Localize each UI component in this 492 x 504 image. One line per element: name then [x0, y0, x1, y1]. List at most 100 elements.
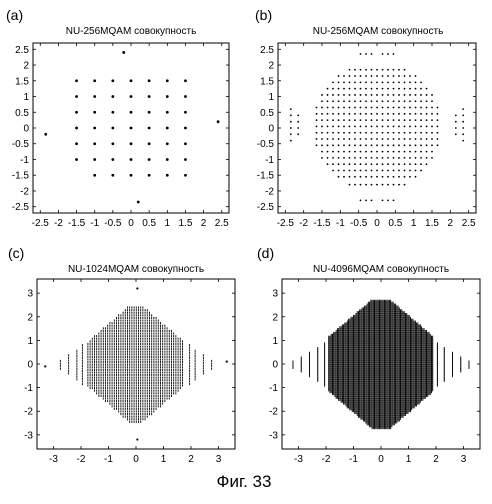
- constellation-point: [426, 151, 428, 153]
- constellation-point: [360, 184, 362, 186]
- constellation-point: [365, 107, 367, 109]
- constellation-point: [376, 138, 378, 140]
- constellation-point: [166, 127, 169, 130]
- y-tick-label: -1.5: [257, 171, 275, 182]
- constellation-point: [426, 132, 428, 134]
- constellation-point: [93, 174, 96, 177]
- constellation-point: [343, 176, 345, 178]
- constellation-point: [376, 126, 378, 128]
- constellation-point: [349, 113, 351, 115]
- constellation-point: [360, 126, 362, 128]
- constellation-point: [398, 81, 400, 83]
- constellation-point: [376, 100, 378, 102]
- constellation-point: [360, 119, 362, 121]
- constellation-point: [426, 88, 428, 90]
- constellation-point: [130, 95, 133, 98]
- constellation-point: [343, 113, 345, 115]
- constellation-point: [376, 113, 378, 115]
- constellation-point: [387, 75, 389, 77]
- constellation-point: [398, 138, 400, 140]
- constellation-point: [343, 75, 345, 77]
- x-tick-label: 2: [448, 218, 454, 229]
- y-tick-label: -2: [24, 407, 33, 418]
- constellation-point: [393, 53, 395, 55]
- constellation-point: [130, 142, 133, 145]
- constellation-point: [136, 287, 138, 289]
- constellation-point: [365, 170, 367, 172]
- x-tick-label: 0.5: [388, 218, 402, 229]
- constellation-point: [376, 69, 378, 71]
- constellation-point: [365, 113, 367, 115]
- constellation-point: [393, 113, 395, 115]
- constellation-point: [365, 53, 367, 55]
- constellation-point: [93, 158, 96, 161]
- constellation-point: [349, 151, 351, 153]
- constellation-point: [426, 100, 428, 102]
- constellation-point: [321, 138, 323, 140]
- y-tick-label: -2.5: [12, 202, 30, 213]
- constellation-point: [409, 75, 411, 77]
- y-tick-label: 0: [23, 124, 29, 135]
- constellation-point: [437, 107, 439, 109]
- constellation-point: [290, 121, 292, 123]
- constellation-point: [426, 163, 428, 165]
- constellation-point: [321, 113, 323, 115]
- constellation-point: [387, 144, 389, 146]
- x-tick-label: 0: [378, 454, 384, 465]
- constellation-point: [393, 170, 395, 172]
- constellation-point: [404, 113, 406, 115]
- y-tick-label: 0: [268, 124, 274, 135]
- constellation-point: [398, 126, 400, 128]
- constellation-point: [426, 126, 428, 128]
- constellation-point: [431, 126, 433, 128]
- constellation-point: [437, 144, 439, 146]
- y-tick-label: 2.5: [260, 45, 274, 56]
- constellation-point: [455, 127, 457, 129]
- constellation-point: [398, 88, 400, 90]
- constellation-point: [360, 107, 362, 109]
- constellation-point: [338, 163, 340, 165]
- constellation-point: [217, 120, 220, 123]
- y-tick-label: -2: [20, 186, 29, 197]
- constellation-point: [415, 151, 417, 153]
- constellation-point: [93, 95, 96, 98]
- constellation-point: [327, 94, 329, 96]
- constellation-point: [360, 170, 362, 172]
- constellation-point: [371, 75, 373, 77]
- constellation-point: [431, 151, 433, 153]
- constellation-point: [316, 144, 318, 146]
- constellation-point: [184, 174, 187, 177]
- constellation-point: [382, 138, 384, 140]
- x-tick-label: 2.5: [215, 218, 229, 229]
- constellation-point: [343, 138, 345, 140]
- constellation-point: [387, 132, 389, 134]
- constellation-point: [290, 127, 292, 129]
- constellation-point: [462, 140, 464, 142]
- constellation-point: [387, 53, 389, 55]
- x-tick-label: -1: [90, 218, 99, 229]
- constellation-point: [404, 126, 406, 128]
- constellation-point: [387, 138, 389, 140]
- constellation-point: [437, 132, 439, 134]
- constellation-point: [290, 115, 292, 117]
- constellation-point: [130, 174, 133, 177]
- constellation-point: [426, 113, 428, 115]
- constellation-point: [360, 163, 362, 165]
- constellation-point: [354, 119, 356, 121]
- constellation-point: [387, 88, 389, 90]
- constellation-point: [316, 126, 318, 128]
- chart-title: NU-4096MQAM совокупность: [313, 264, 449, 275]
- constellation-point: [387, 176, 389, 178]
- constellation-point: [415, 163, 417, 165]
- constellation-point: [426, 94, 428, 96]
- constellation-point: [393, 132, 395, 134]
- constellation-point: [93, 142, 96, 145]
- constellation-point: [349, 69, 351, 71]
- constellation-point: [316, 119, 318, 121]
- constellation-points: [293, 300, 469, 429]
- constellation-point: [360, 75, 362, 77]
- y-tick-label: 0.5: [15, 108, 29, 119]
- x-tick-label: -3: [49, 454, 58, 465]
- constellation-point: [455, 115, 457, 117]
- constellation-point: [455, 133, 457, 135]
